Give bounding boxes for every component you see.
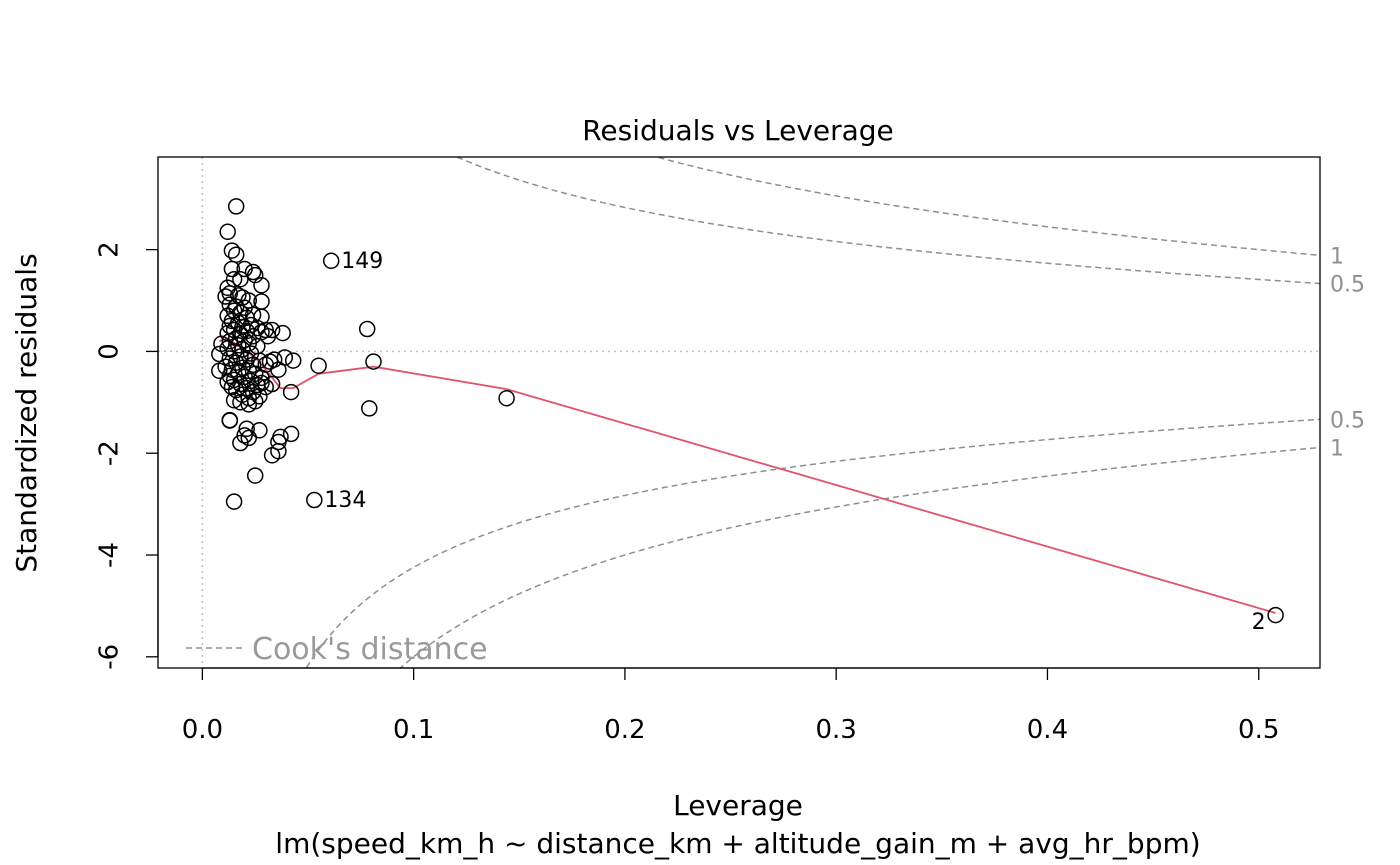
y-tick-label: -2 [95, 440, 125, 466]
x-tick-label: 0.0 [182, 715, 223, 745]
data-point [310, 357, 327, 374]
data-point [211, 362, 228, 380]
y-axis-title: Standardized residuals [10, 253, 43, 572]
y-tick-label: -6 [95, 644, 125, 670]
cooks-contour-lower-0.5 [305, 418, 1320, 668]
x-tick-label: 0.4 [1027, 715, 1068, 745]
x-axis: 0.0 0.1 0.2 0.3 0.4 0.5 [182, 667, 1279, 745]
data-point [221, 412, 239, 429]
data-point [240, 335, 258, 352]
data-point [282, 383, 300, 401]
cooks-level-label: 1 [1330, 436, 1344, 461]
y-tick-label: 2 [95, 241, 125, 258]
data-point [217, 288, 234, 305]
data-point [274, 324, 291, 342]
data-point [257, 356, 274, 373]
data-point [232, 394, 249, 411]
data-point [227, 246, 245, 263]
x-tick-label: 0.1 [393, 715, 434, 745]
x-axis-title: Leverage [673, 789, 803, 822]
chart-title: Residuals vs Leverage [582, 114, 894, 147]
data-point [246, 467, 264, 484]
data-points [211, 198, 1284, 624]
data-point [322, 252, 340, 270]
data-point [240, 429, 258, 447]
data-point [365, 353, 382, 370]
point-labels: 149 134 2 [324, 249, 1265, 635]
data-point [232, 270, 249, 288]
y-tick-label: 0 [95, 343, 125, 360]
data-point [263, 447, 281, 464]
legend-cooks-label: Cook's distance [252, 632, 488, 667]
data-point [223, 242, 241, 259]
data-point [251, 387, 268, 405]
point-label: 149 [341, 249, 383, 274]
y-axis: -6 -4 -2 0 2 [95, 241, 159, 670]
plot-frame [157, 156, 1321, 669]
data-point [253, 277, 270, 294]
data-point [253, 374, 270, 392]
smoother-line [218, 337, 1276, 614]
data-point [238, 420, 255, 438]
data-point [261, 353, 279, 370]
data-point [225, 493, 243, 510]
data-point [498, 389, 515, 407]
data-point [284, 352, 302, 369]
point-label: 2 [1252, 610, 1266, 635]
legend: Cook's distance [186, 632, 488, 667]
data-point [244, 263, 262, 281]
data-point [259, 327, 277, 345]
cooks-contour-upper-0.5 [455, 157, 1320, 285]
x-tick-label: 0.3 [816, 715, 857, 745]
data-point [240, 396, 258, 413]
data-point [221, 332, 239, 350]
x-tick-label: 0.5 [1238, 715, 1279, 745]
cooks-level-label: 1 [1330, 244, 1344, 269]
data-point [306, 491, 323, 509]
data-point [358, 320, 376, 338]
point-label: 134 [324, 488, 366, 513]
data-point [263, 375, 281, 393]
data-point [221, 285, 239, 302]
data-point [270, 433, 287, 451]
data-point [282, 425, 300, 443]
cooks-level-label: 0.5 [1330, 273, 1365, 298]
cooks-contour-upper-1 [654, 157, 1320, 257]
data-point [234, 341, 251, 358]
cooks-distance-contours [305, 157, 1320, 668]
cooks-contour-lower-1 [399, 446, 1320, 668]
model-formula-subtitle: lm(speed_km_h ~ distance_km + altitude_g… [275, 827, 1200, 860]
data-point [1267, 606, 1284, 624]
data-point [232, 434, 249, 452]
data-point [225, 392, 243, 409]
data-point [236, 427, 253, 444]
data-point [361, 400, 378, 417]
y-tick-label: -4 [95, 542, 125, 568]
data-point [223, 260, 241, 278]
data-point [227, 198, 245, 215]
data-point [219, 223, 236, 241]
cooks-level-label: 0.5 [1330, 408, 1365, 433]
x-tick-label: 0.2 [604, 715, 645, 745]
